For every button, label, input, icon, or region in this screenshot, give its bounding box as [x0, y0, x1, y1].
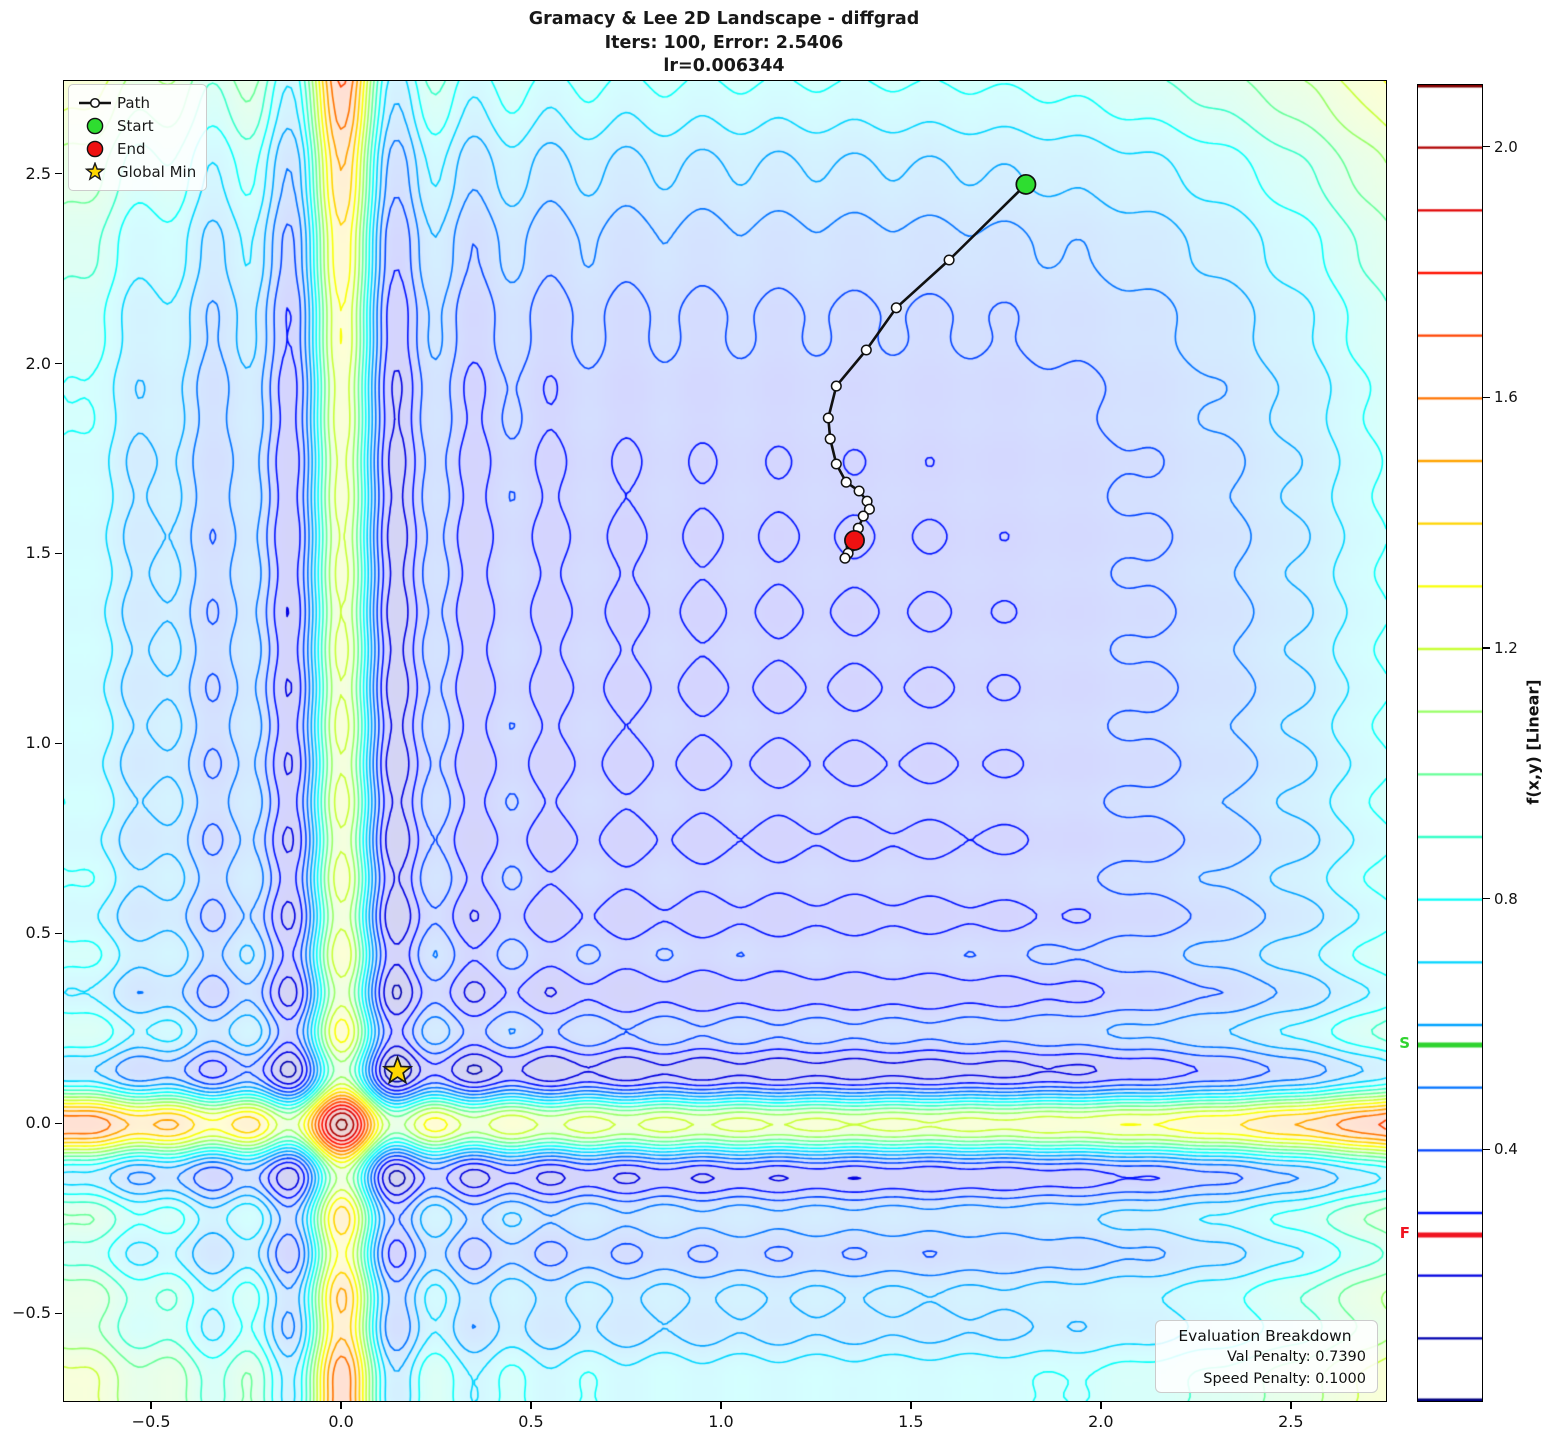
- path-point-marker: [860, 344, 872, 356]
- speed-penalty-text: Speed Penalty: 0.1000: [1203, 1370, 1366, 1387]
- legend-item-path: Path: [77, 91, 198, 114]
- path-point-marker: [863, 503, 875, 515]
- x-tick-mark: [530, 1401, 532, 1409]
- x-tick-label: 2.5: [1278, 1412, 1304, 1431]
- y-tick-mark: [54, 1122, 62, 1125]
- x-tick-label: 0.0: [328, 1412, 354, 1431]
- colorbar-tick-mark: [1482, 145, 1490, 148]
- colorbar-tick-mark: [1482, 1148, 1490, 1151]
- x-tick-label: 2.0: [1088, 1412, 1114, 1431]
- colorbar-tick-label: 1.6: [1494, 388, 1518, 407]
- y-tick-mark: [54, 932, 62, 935]
- legend-item-end: End: [77, 137, 198, 160]
- legend-item-start: Start: [77, 114, 198, 137]
- colorbar-canvas: [1418, 85, 1482, 1401]
- y-tick-mark: [54, 1312, 62, 1315]
- colorbar-tick-mark: [1482, 647, 1490, 649]
- legend-label-start: Start: [117, 116, 154, 135]
- title-line-3: lr=0.006344: [663, 56, 785, 76]
- x-tick-label: 1.0: [708, 1412, 734, 1431]
- start-marker-icon: [77, 117, 113, 135]
- x-tick-mark: [720, 1401, 722, 1409]
- y-tick-label: 0.5: [25, 923, 51, 943]
- legend: Path Start End Global Min: [68, 84, 207, 191]
- colorbar: [1417, 84, 1483, 1402]
- y-tick-mark: [54, 552, 62, 555]
- x-tick-label: −0.5: [131, 1412, 171, 1431]
- path-overlay: [381, 173, 1037, 1085]
- global-min-star: [381, 1054, 414, 1085]
- evaluation-breakdown-box: Evaluation Breakdown Val Penalty: 0.7390…: [1155, 1320, 1378, 1393]
- colorbar-final-marker-label: F: [1399, 1223, 1410, 1242]
- x-tick-mark: [340, 1401, 342, 1409]
- colorbar-tick-label: 0.8: [1494, 889, 1518, 908]
- path-point-marker: [830, 380, 842, 392]
- x-tick-mark: [1290, 1401, 1292, 1409]
- y-tick-label: 2.5: [25, 163, 51, 183]
- evaluation-breakdown-title: Evaluation Breakdown: [1178, 1327, 1352, 1345]
- y-tick-mark: [54, 742, 62, 745]
- x-tick-label: 1.5: [898, 1412, 924, 1431]
- optimization-path-line: [826, 183, 1027, 560]
- end-marker: [844, 529, 865, 551]
- path-point-marker: [830, 458, 842, 470]
- global-min-star-icon: [77, 161, 113, 182]
- colorbar-tick-label: 1.2: [1494, 639, 1518, 657]
- path-point-marker: [943, 254, 955, 266]
- colorbar-tick-label: 2.0: [1494, 137, 1518, 156]
- legend-label-path: Path: [117, 93, 150, 112]
- chart-title: Gramacy & Lee 2D Landscape - diffgrad It…: [63, 8, 1385, 79]
- plot-area: [63, 80, 1387, 1402]
- path-point-marker: [857, 510, 869, 522]
- colorbar-tick-mark: [1482, 897, 1490, 900]
- colorbar-tick-mark: [1482, 396, 1490, 399]
- contour-canvas: [64, 81, 1386, 1401]
- legend-label-global-min: Global Min: [117, 162, 197, 181]
- y-tick-label: −0.5: [12, 1303, 51, 1323]
- x-tick-mark: [910, 1401, 912, 1409]
- end-marker-icon: [77, 140, 113, 158]
- x-tick-mark: [150, 1401, 152, 1409]
- path-line-icon: [77, 97, 113, 109]
- start-marker: [1015, 173, 1037, 195]
- y-tick-label: 2.0: [25, 353, 51, 373]
- path-point-marker: [890, 302, 902, 314]
- path-point-marker: [839, 552, 851, 564]
- path-point-marker: [824, 433, 836, 445]
- colorbar-axis-label: f(x,y) [Linear]: [1523, 679, 1543, 805]
- path-point-marker: [853, 485, 865, 497]
- y-tick-mark: [54, 362, 62, 365]
- legend-label-end: End: [117, 139, 146, 158]
- y-tick-label: 1.0: [25, 733, 51, 753]
- colorbar-start-marker-label: S: [1399, 1034, 1410, 1053]
- title-line-2: Iters: 100, Error: 2.5406: [604, 32, 844, 53]
- y-tick-label: 0.0: [25, 1113, 51, 1133]
- title-line-1: Gramacy & Lee 2D Landscape - diffgrad: [528, 9, 920, 29]
- legend-item-global-min: Global Min: [77, 160, 198, 183]
- y-tick-label: 1.5: [25, 543, 51, 563]
- path-point-marker: [822, 412, 834, 424]
- path-point-marker: [840, 476, 852, 488]
- x-tick-label: 0.5: [518, 1412, 544, 1431]
- colorbar-tick-label: 0.4: [1494, 1140, 1518, 1159]
- x-tick-mark: [1100, 1401, 1102, 1409]
- val-penalty-text: Val Penalty: 0.7390: [1226, 1349, 1366, 1365]
- y-tick-mark: [54, 172, 62, 175]
